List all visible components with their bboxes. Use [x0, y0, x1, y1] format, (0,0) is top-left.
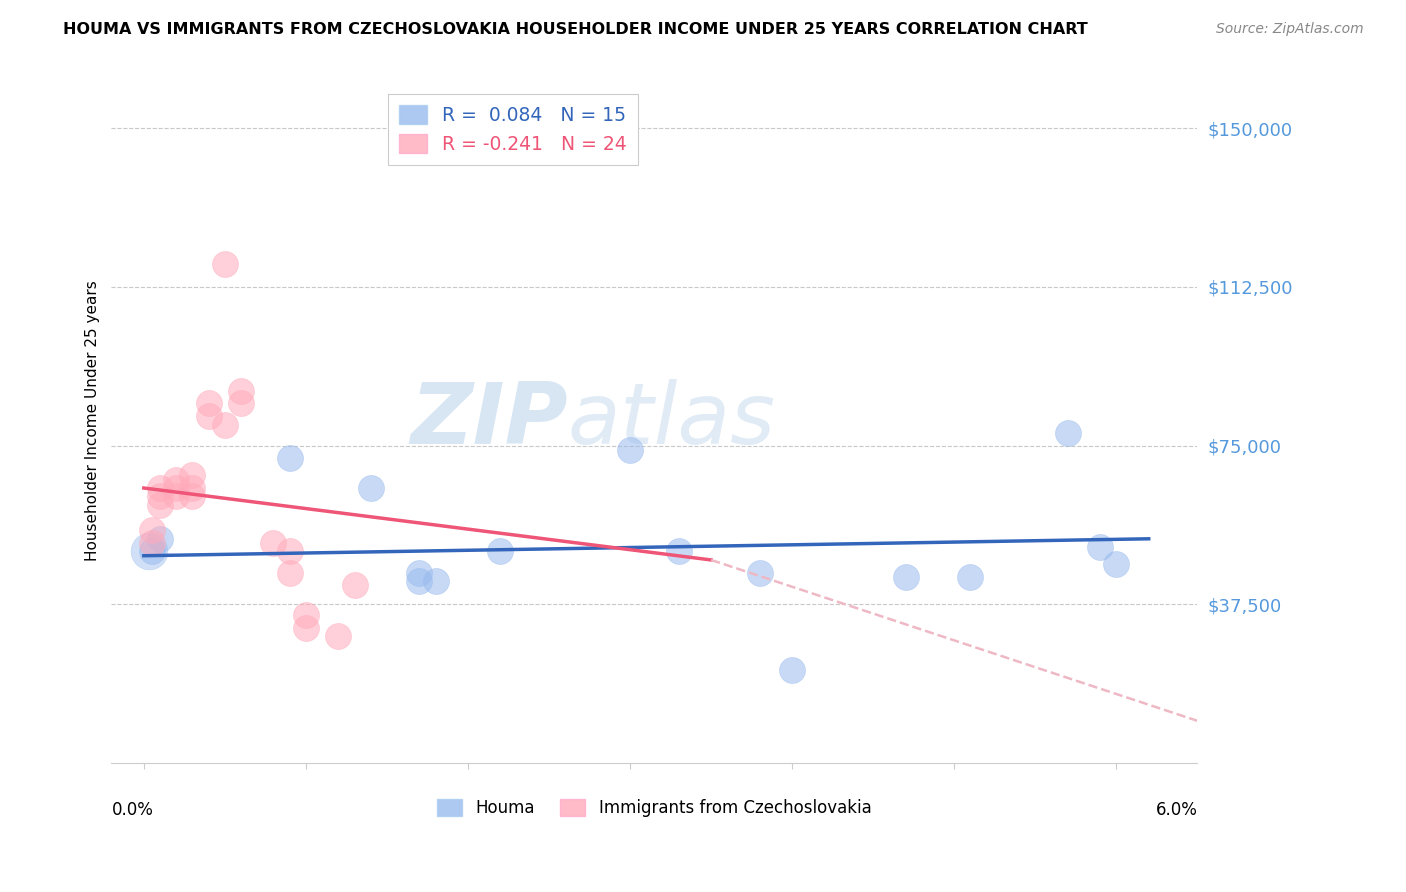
Point: [780, 663, 803, 677]
Point: [181, 468, 204, 483]
Point: [668, 544, 690, 558]
Y-axis label: Householder Income Under 25 years: Householder Income Under 25 years: [86, 280, 100, 561]
Point: [149, 532, 172, 546]
Point: [1088, 541, 1111, 555]
Point: [141, 536, 163, 550]
Point: [619, 442, 641, 457]
Point: [181, 481, 204, 495]
Text: ZIP: ZIP: [411, 379, 568, 462]
Point: [278, 544, 301, 558]
Point: [141, 524, 163, 538]
Point: [408, 566, 430, 580]
Text: 0.0%: 0.0%: [111, 801, 153, 819]
Point: [197, 409, 219, 423]
Point: [214, 257, 236, 271]
Point: [425, 574, 447, 588]
Point: [229, 396, 252, 410]
Legend: Houma, Immigrants from Czechoslovakia: Houma, Immigrants from Czechoslovakia: [430, 792, 877, 823]
Text: atlas: atlas: [568, 379, 776, 462]
Point: [149, 498, 172, 512]
Text: 6.0%: 6.0%: [1156, 801, 1198, 819]
Point: [1105, 558, 1128, 572]
Point: [278, 566, 301, 580]
Point: [181, 490, 204, 504]
Text: HOUMA VS IMMIGRANTS FROM CZECHOSLOVAKIA HOUSEHOLDER INCOME UNDER 25 YEARS CORREL: HOUMA VS IMMIGRANTS FROM CZECHOSLOVAKIA …: [63, 22, 1088, 37]
Point: [149, 490, 172, 504]
Point: [165, 490, 187, 504]
Point: [263, 536, 285, 550]
Point: [138, 544, 160, 558]
Point: [295, 607, 318, 622]
Point: [141, 544, 163, 558]
Point: [214, 417, 236, 432]
Point: [165, 473, 187, 487]
Point: [229, 384, 252, 398]
Point: [278, 451, 301, 466]
Point: [343, 578, 366, 592]
Point: [959, 570, 981, 584]
Point: [489, 544, 512, 558]
Point: [894, 570, 917, 584]
Text: Source: ZipAtlas.com: Source: ZipAtlas.com: [1216, 22, 1364, 37]
Point: [748, 566, 770, 580]
Point: [165, 481, 187, 495]
Point: [1056, 425, 1078, 440]
Point: [328, 629, 350, 643]
Point: [295, 621, 318, 635]
Point: [360, 481, 382, 495]
Point: [149, 481, 172, 495]
Point: [197, 396, 219, 410]
Point: [408, 574, 430, 588]
